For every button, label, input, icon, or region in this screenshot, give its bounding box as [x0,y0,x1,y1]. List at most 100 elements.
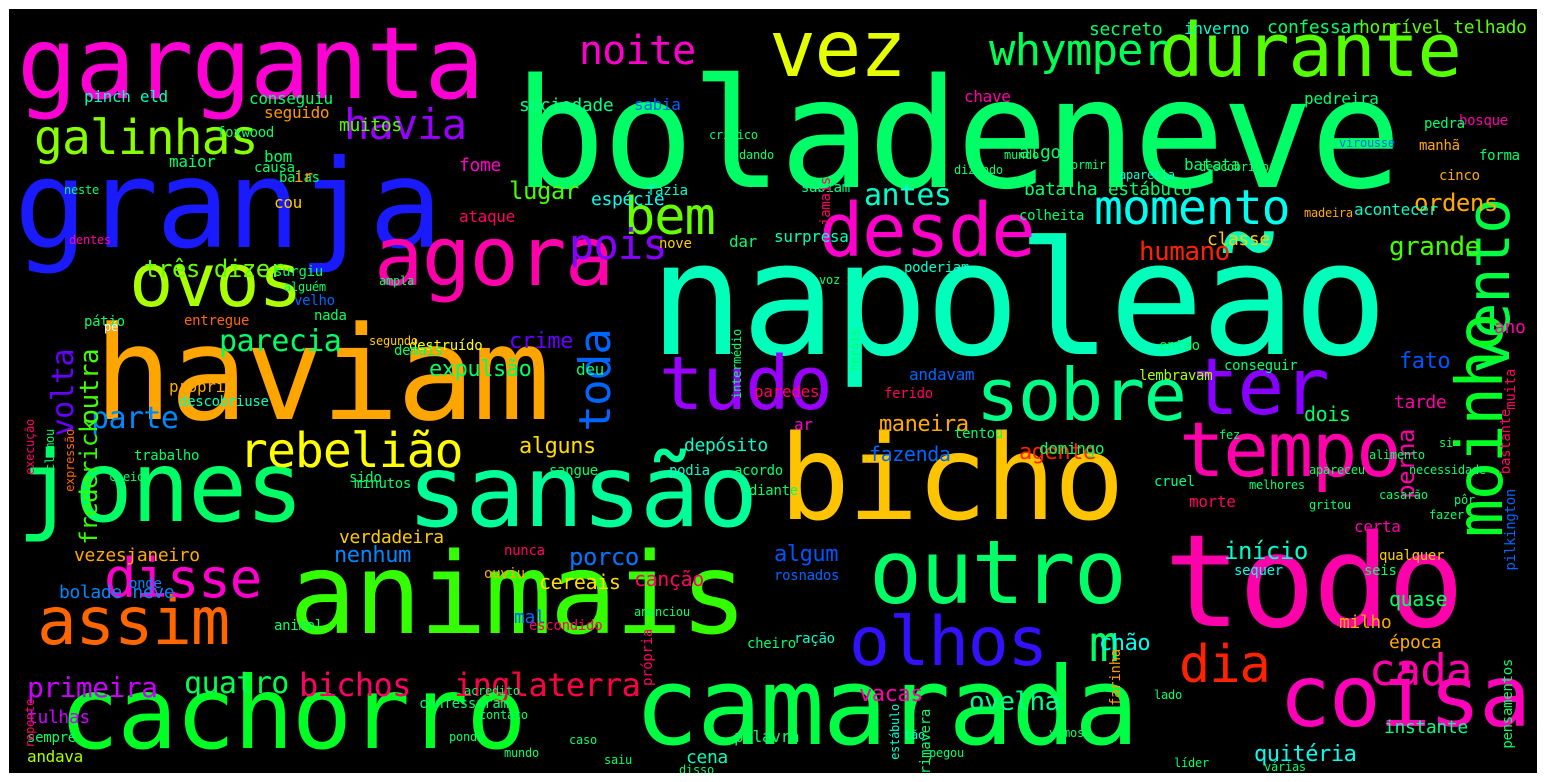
cloud-word: tão [904,728,925,742]
cloud-word: crime [509,329,574,354]
cloud-word: napoleão [649,208,1388,392]
cloud-word: pôr [1454,493,1475,507]
cloud-word: confessaram [419,696,509,712]
cloud-word: ovos [129,238,303,324]
cloud-word: caso [569,733,597,747]
cloud-word: sangue [549,463,598,479]
cloud-word: descobriuse [179,394,269,410]
cloud-word: tarde [1394,392,1447,413]
cloud-word: algo [1019,142,1061,163]
cloud-word: bolade neve [59,582,175,603]
cloud-word: pátio [84,314,125,330]
cloud-word: dentes [69,233,111,247]
cloud-word: três dizer [144,255,284,283]
cloud-word: paredes [754,382,820,401]
cloud-word: andavam [909,365,975,384]
cloud-word: havia [344,100,467,149]
cloud-word: poderiam [904,260,970,276]
cloud-word: dando [739,148,774,162]
cloud-word: demais [394,343,443,359]
cloud-word: dois [1304,402,1351,426]
cloud-word: m [1089,615,1119,673]
cloud-word: cinco [1439,168,1480,184]
cloud-word: pedra [1424,116,1465,132]
cloud-word: sabia [634,95,681,114]
cloud-word: humano [1139,237,1230,267]
cloud-word: mal [514,607,546,628]
cloud-word: balas [279,170,320,186]
cloud-word: ano [1494,317,1526,338]
cloud-word: bicho [779,409,1125,547]
cloud-word: pondo [449,730,484,744]
cloud-word: gritou [1309,498,1351,512]
cloud-word: muita [1503,369,1519,410]
cloud-word: agora [374,210,614,305]
cloud-word: várias [1264,760,1306,773]
cloud-word: expulsão [429,357,532,382]
cloud-word: vacas [859,682,924,707]
cloud-word: todo [1164,508,1465,657]
cloud-word: bichos [299,666,411,704]
cloud-word: manhã [1419,138,1460,154]
cloud-word: bom [264,147,292,166]
cloud-word: pilkington [1503,489,1519,571]
cloud-word: disso [679,763,714,773]
cloud-word: tentou [954,426,1003,442]
cloud-word: desde [819,188,1036,274]
cloud-word: camarada [634,645,1139,770]
cloud-word: início [1224,537,1308,565]
cloud-word: segundo [369,334,418,348]
cloud-word: ampla [379,274,414,288]
cloud-word: cereais [539,570,621,594]
cloud-word: necessidade [1409,463,1486,477]
cloud-word: sido [349,470,382,486]
cloud-word: batata [1184,155,1240,174]
cloud-word: bosque [1459,113,1508,129]
cloud-word: anunciou [634,605,690,619]
cloud-word: cachorro [59,655,527,772]
cloud-word: execução [23,419,37,475]
cloud-word: dormir [1064,158,1106,172]
cloud-word: sempre [27,730,76,746]
cloud-word: fazenda [869,442,951,466]
cloud-word: sociedade [519,95,614,116]
cloud-word: líder [1174,756,1209,770]
cloud-word: tempo [1179,405,1402,494]
cloud-word: fazer [1429,508,1464,522]
cloud-word: depósito [684,435,768,456]
cloud-word: descobrimos [1199,160,1276,174]
cloud-word: casarão [1379,488,1428,502]
cloud-word: ataque [459,207,515,226]
cloud-word: ordens [1414,189,1498,217]
cloud-word: trabalho [134,448,200,464]
cloud-word: verdadeira [339,527,444,548]
cloud-word: agente [1019,440,1096,465]
cloud-word: onde [129,576,162,592]
cloud-word: chave [964,87,1011,106]
cloud-word: velho [294,293,335,309]
cloud-word: saiu [604,753,632,767]
cloud-word: nunca [504,543,545,559]
word-cloud: boladeneve napoleão granja haviam bicho anima… [9,9,1537,773]
cloud-word: contato [479,708,528,722]
cloud-word: horrível telhado [1359,17,1527,38]
cloud-word: deu [576,360,604,379]
cloud-word: granja [14,134,443,276]
cloud-word: classe [1207,229,1270,250]
cloud-word: ar [794,415,813,434]
cloud-word: canção [634,567,704,591]
cloud-word: animal [274,618,323,634]
cloud-word: ração [794,631,835,647]
cloud-word: maior [169,152,216,171]
cloud-word: rosnados [774,568,840,584]
cloud-word: sansão [407,433,758,550]
cloud-word: grande [1389,232,1480,262]
cloud-word: acordo [734,463,783,479]
cloud-word: nada [314,308,347,324]
cloud-word: pois [569,220,668,269]
cloud-word: secreto [1089,19,1163,40]
cloud-word: pinch eld [84,87,168,106]
cloud-word: pedreira [1304,89,1379,108]
cloud-word: época [1389,632,1442,653]
cloud-word: causa [254,160,295,176]
